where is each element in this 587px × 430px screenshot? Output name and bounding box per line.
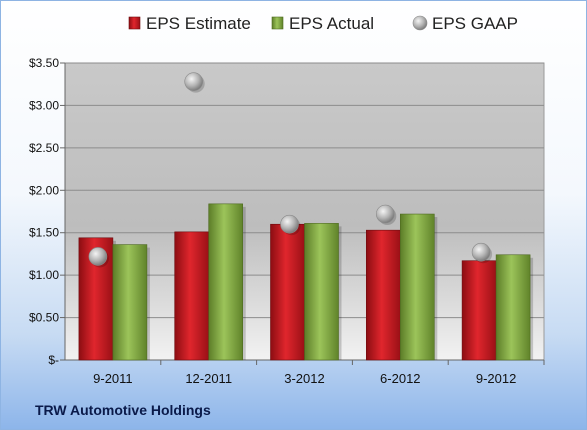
x-category-label: 9-2011 <box>93 371 133 386</box>
eps-gaap-marker <box>375 204 395 224</box>
y-tick-label: $3.50 <box>29 56 59 70</box>
legend-actual-swatch <box>271 16 284 30</box>
legend-gaap-marker <box>412 15 428 31</box>
eps-gaap-marker <box>88 247 108 266</box>
eps-actual-bar <box>399 213 435 361</box>
y-tick-label: $1.50 <box>29 226 59 240</box>
y-tick-label: $- <box>48 353 59 367</box>
y-tick-label: $2.50 <box>29 141 59 155</box>
legend-label: EPS GAAP <box>432 14 518 33</box>
eps-estimate-bar <box>365 229 401 361</box>
eps-actual-bar <box>304 223 339 361</box>
eps-actual-bar <box>495 254 531 361</box>
y-tick-label: $2.00 <box>29 183 59 197</box>
y-tick-label: $3.00 <box>29 98 59 112</box>
eps-gaap-marker <box>471 242 491 262</box>
eps-actual-bar <box>112 244 148 361</box>
legend-label: EPS Estimate <box>146 14 251 33</box>
eps-estimate-bar <box>461 260 497 361</box>
eps-estimate-bar <box>270 223 305 361</box>
plot-area: $3.50 $3.00 $2.50 $2.00 $1.50 $1.00 $0.50 $- 9-2… <box>29 56 545 386</box>
x-category-label: 12-2011 <box>185 371 232 386</box>
company-name: TRW Automotive Holdings <box>35 402 211 418</box>
y-tick-label: $1.00 <box>29 268 59 282</box>
legend: EPS Estimate EPS Actual EPS GAAP <box>128 14 518 33</box>
x-category-label: 3-2012 <box>284 371 324 386</box>
eps-gaap-marker <box>184 72 203 91</box>
eps-gaap-marker <box>280 214 299 234</box>
eps-actual-bar <box>208 203 243 361</box>
eps-estimate-bar <box>174 231 209 361</box>
y-tick-label: $0.50 <box>29 311 59 325</box>
legend-estimate-swatch <box>128 16 141 30</box>
x-category-label: 9-2012 <box>476 371 516 386</box>
legend-label: EPS Actual <box>289 14 374 33</box>
x-category-label: 6-2012 <box>380 371 420 386</box>
